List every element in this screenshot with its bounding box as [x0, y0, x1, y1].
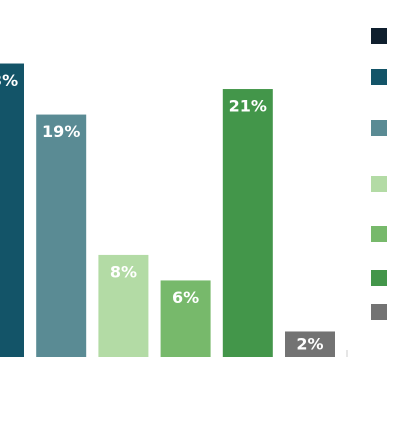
bar	[0, 63, 24, 358]
bar	[98, 254, 149, 357]
bar	[222, 89, 273, 357]
value-label: 19%	[42, 122, 80, 141]
value-label: 6%	[172, 288, 199, 307]
bar	[160, 280, 211, 357]
legend-swatch	[371, 304, 387, 320]
legend-swatch	[371, 28, 387, 44]
value-label: 21%	[229, 97, 267, 116]
value-label: 2%	[296, 335, 323, 354]
bar	[285, 331, 335, 357]
legend-swatch	[371, 120, 387, 136]
legend-swatch	[371, 176, 387, 192]
legend-swatch	[371, 69, 387, 85]
value-label: 23%	[0, 71, 18, 90]
bar	[36, 114, 87, 357]
legend-swatch	[371, 270, 387, 286]
value-label: 8%	[110, 262, 137, 281]
legend-swatch	[371, 226, 387, 242]
